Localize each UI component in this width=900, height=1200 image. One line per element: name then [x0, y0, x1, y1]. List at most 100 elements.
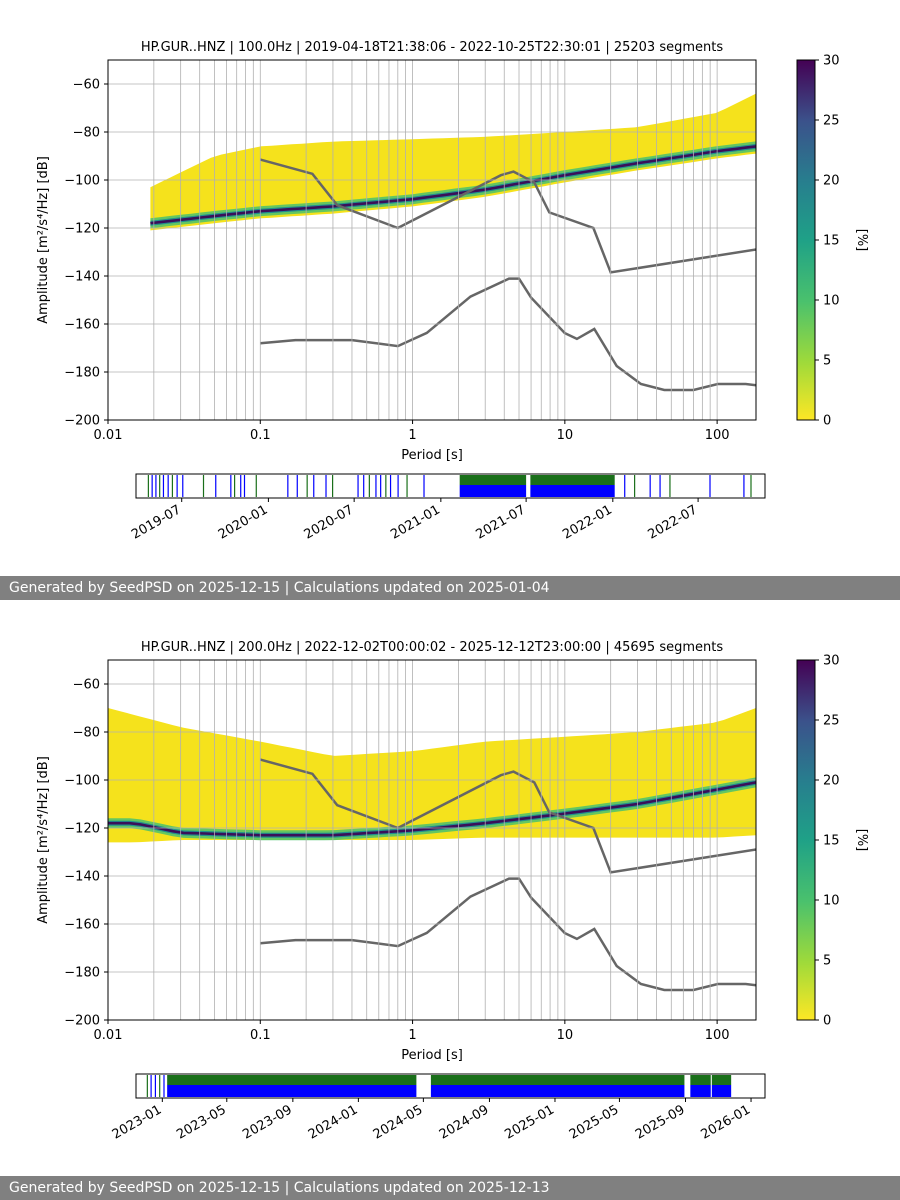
y-tick-label: −200 [64, 414, 100, 429]
availability-tick [176, 475, 178, 497]
availability-tick [380, 475, 382, 497]
availability-tick [296, 475, 298, 497]
colorbar-tick-label: 10 [823, 294, 840, 309]
availability-date-label: 2019-07 [129, 502, 184, 542]
x-tick-label: 0.1 [250, 1028, 271, 1043]
availability-tick [234, 475, 236, 497]
availability-green-segment [690, 1075, 711, 1085]
nlnm-curve [260, 277, 756, 392]
availability-green-segment [430, 1075, 685, 1085]
availability-tick [423, 475, 425, 497]
colorbar [796, 59, 816, 421]
x-tick-label: 100 [705, 428, 730, 443]
availability-date-label: 2024-05 [371, 1102, 426, 1142]
footer-text-2: Generated by SeedPSD on 2025-12-15 | Cal… [9, 1180, 550, 1196]
availability-tick [202, 475, 205, 497]
availability-tick [255, 475, 257, 497]
x-tick-label: 0.01 [94, 428, 123, 443]
plot-area [108, 708, 756, 992]
availability-tick [397, 475, 399, 497]
availability-tick [159, 1075, 161, 1097]
availability-tick [659, 475, 661, 497]
colorbar-tick-label: 15 [823, 834, 840, 849]
availability-tick [243, 475, 246, 497]
availability-tick [375, 475, 377, 497]
availability-blue-segment [530, 485, 615, 497]
availability-tick [389, 475, 392, 497]
colorbar-label: [%] [854, 829, 869, 852]
colorbar-tick-label: 25 [823, 714, 840, 729]
availability-tick [150, 1075, 152, 1097]
nlnm-curve [260, 877, 756, 992]
chart-title: HP.GUR..HNZ | 100.0Hz | 2019-04-18T21:38… [141, 40, 724, 55]
availability-date-label: 2025-05 [567, 1102, 622, 1142]
availability-green-segment [459, 475, 527, 485]
availability-date-label: 2024-09 [437, 1102, 492, 1142]
availability-date-label: 2021-07 [474, 502, 529, 542]
colorbar-tick-label: 30 [823, 654, 840, 669]
x-tick-label: 10 [557, 428, 574, 443]
colorbar-tick-label: 0 [823, 1014, 831, 1029]
y-tick-label: −100 [64, 174, 100, 189]
availability-tick [743, 475, 745, 497]
availability-tick [709, 475, 711, 497]
psd-density-envelope [108, 708, 756, 843]
availability-green-segment [167, 1075, 417, 1085]
x-tick-label: 1 [408, 1028, 416, 1043]
availability-tick [155, 475, 157, 497]
psd-panel-1: HP.GUR..HNZ | 100.0Hz | 2019-04-18T21:38… [36, 40, 869, 543]
availability-tick [287, 475, 289, 497]
x-tick-label: 100 [705, 1028, 730, 1043]
availability-tick [634, 475, 636, 497]
footer-text-1: Generated by SeedPSD on 2025-12-15 | Cal… [9, 580, 550, 596]
y-tick-label: −200 [64, 1014, 100, 1029]
x-tick-label: 0.01 [94, 1028, 123, 1043]
availability-frame [135, 1073, 766, 1099]
availability-tick [306, 475, 308, 497]
colorbar-tick-label: 5 [823, 354, 831, 369]
colorbar-tick-label: 10 [823, 894, 840, 909]
colorbar-tick-label: 20 [823, 774, 840, 789]
footer-bar-2: Generated by SeedPSD on 2025-12-15 | Cal… [0, 1176, 900, 1200]
x-tick-label: 0.1 [250, 428, 271, 443]
availability-tick [171, 475, 174, 497]
availability-date-label: 2023-05 [174, 1102, 229, 1142]
availability-tick [368, 475, 370, 497]
colorbar-tick-label: 25 [823, 114, 840, 129]
y-tick-label: −80 [73, 726, 100, 741]
availability-blue-segment [711, 1085, 732, 1097]
y-tick-label: −120 [64, 822, 100, 837]
availability-tick [154, 1075, 157, 1097]
availability-tick [151, 475, 153, 497]
y-tick-label: −120 [64, 222, 100, 237]
availability-blue-segment [459, 485, 527, 497]
availability-date-label: 2024-01 [306, 1102, 361, 1142]
plot-area [150, 93, 756, 392]
colorbar-tick-label: 20 [823, 174, 840, 189]
y-axis-label: Amplitude [m²/s⁴/Hz] [dB] [36, 756, 51, 924]
y-tick-label: −140 [64, 270, 100, 285]
y-tick-label: −100 [64, 774, 100, 789]
availability-tick [147, 475, 149, 497]
x-axis-label: Period [s] [401, 448, 463, 463]
availability-tick [162, 475, 165, 497]
colorbar-tick-label: 0 [823, 414, 831, 429]
availability-date-label: 2023-01 [110, 1102, 165, 1142]
availability-tick [357, 475, 359, 497]
availability-tick [385, 475, 387, 497]
x-tick-label: 1 [408, 428, 416, 443]
availability-blue-segment [167, 1085, 417, 1097]
availability-frame [135, 473, 766, 499]
availability-date-label: 2025-09 [633, 1102, 688, 1142]
y-tick-label: −60 [73, 678, 100, 693]
availability-tick [332, 475, 334, 497]
colorbar-tick-label: 15 [823, 234, 840, 249]
y-tick-label: −160 [64, 918, 100, 933]
nhnm-curve [259, 158, 756, 274]
availability-tick [750, 475, 752, 497]
availability-tick [163, 1075, 165, 1097]
availability-tick [313, 475, 315, 497]
availability-tick [669, 475, 671, 497]
availability-tick [215, 475, 217, 497]
